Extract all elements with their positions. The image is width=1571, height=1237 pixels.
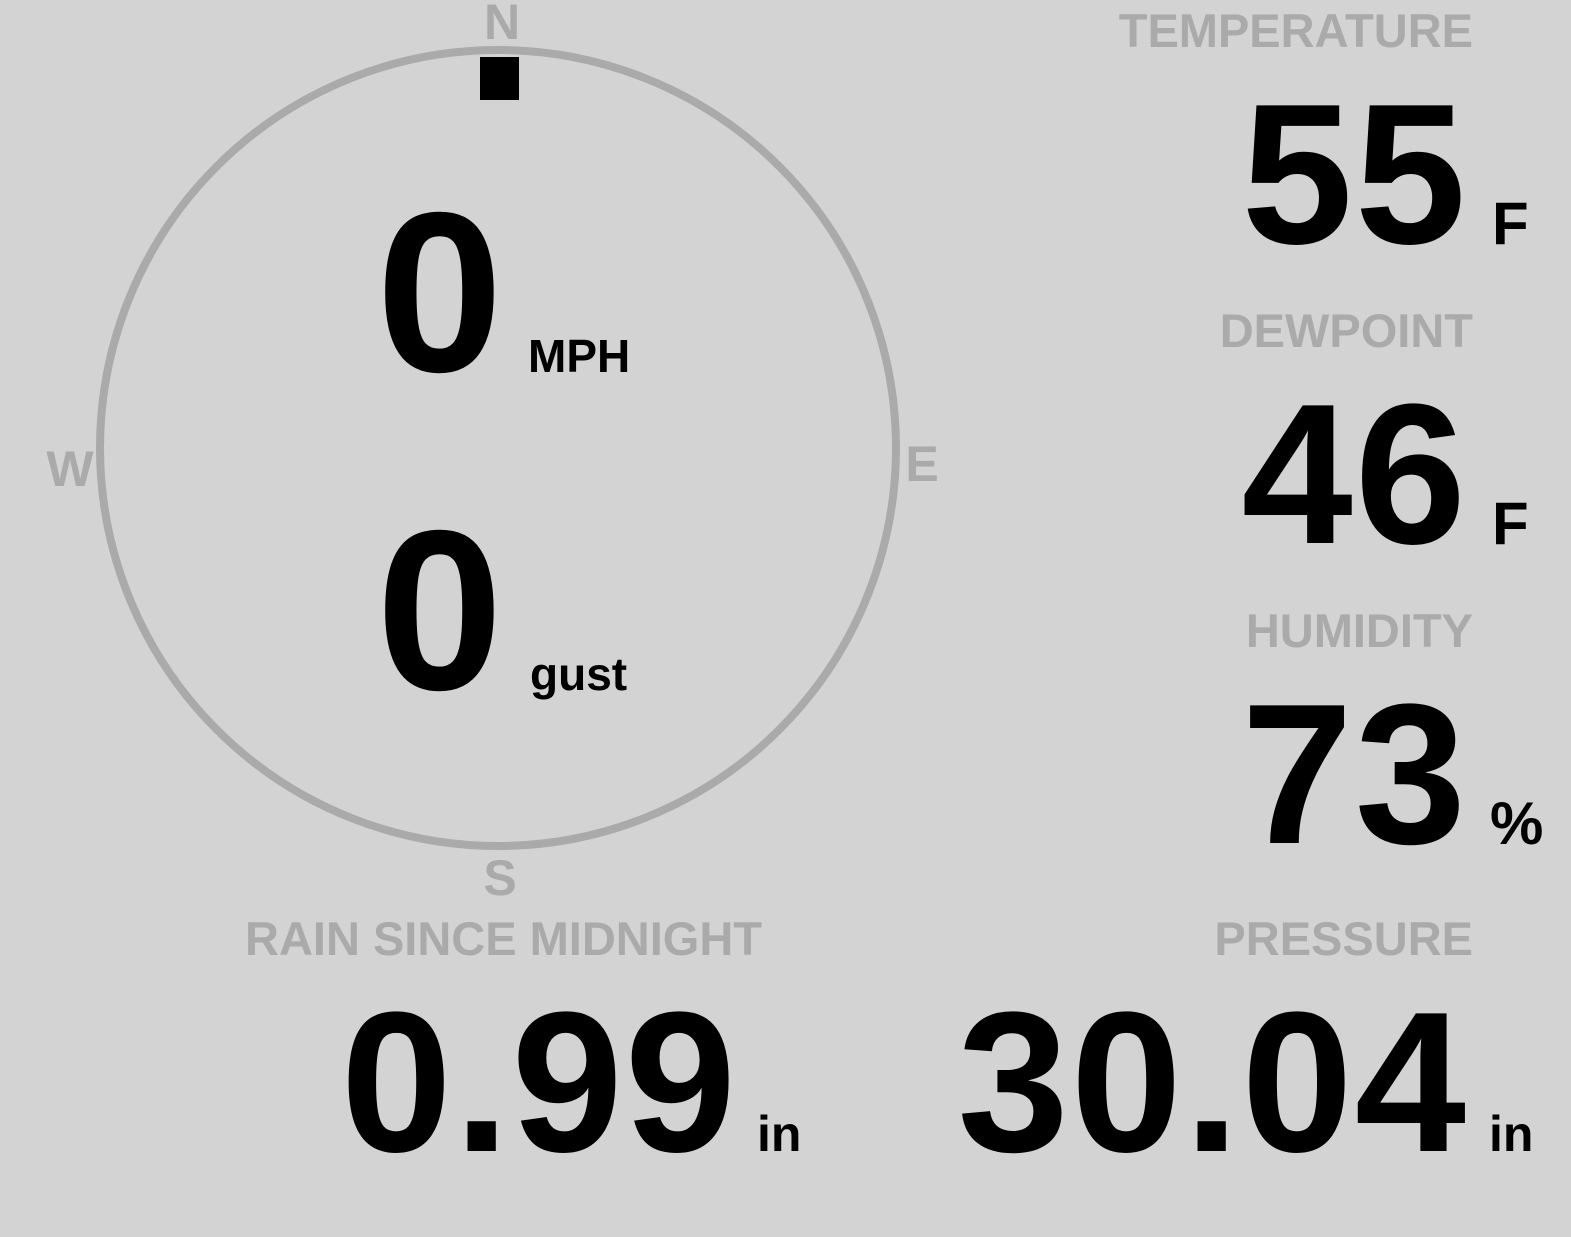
wind-gust-value: 0 [376, 484, 505, 738]
wind-direction-marker [480, 57, 519, 100]
wind-speed-value: 0 [376, 166, 505, 420]
compass-west: W [46, 441, 94, 497]
pressure-label: PRESSURE [1214, 912, 1473, 965]
compass-south: S [483, 850, 517, 906]
compass-east: E [905, 436, 939, 492]
rain-unit: in [757, 1106, 802, 1162]
humidity-value: 73 [1241, 663, 1468, 886]
compass-north: N [483, 0, 521, 50]
pressure-unit: in [1489, 1106, 1534, 1162]
dewpoint-label: DEWPOINT [1219, 304, 1473, 357]
dewpoint-unit: F [1492, 490, 1529, 557]
dewpoint-value: 46 [1241, 363, 1468, 586]
temperature-label: TEMPERATURE [1118, 4, 1473, 57]
compass-ring [96, 46, 900, 850]
wind-gust-unit: gust [530, 648, 628, 700]
humidity-label: HUMIDITY [1245, 604, 1473, 657]
temperature-value: 55 [1241, 63, 1468, 286]
wind-speed-unit: MPH [528, 330, 631, 382]
pressure-value: 30.04 [957, 971, 1468, 1194]
rain-label: RAIN SINCE MIDNIGHT [245, 912, 762, 965]
humidity-unit: % [1490, 790, 1544, 857]
wind-compass-dial [96, 46, 900, 850]
rain-value: 0.99 [340, 971, 738, 1194]
temperature-unit: F [1492, 190, 1529, 257]
